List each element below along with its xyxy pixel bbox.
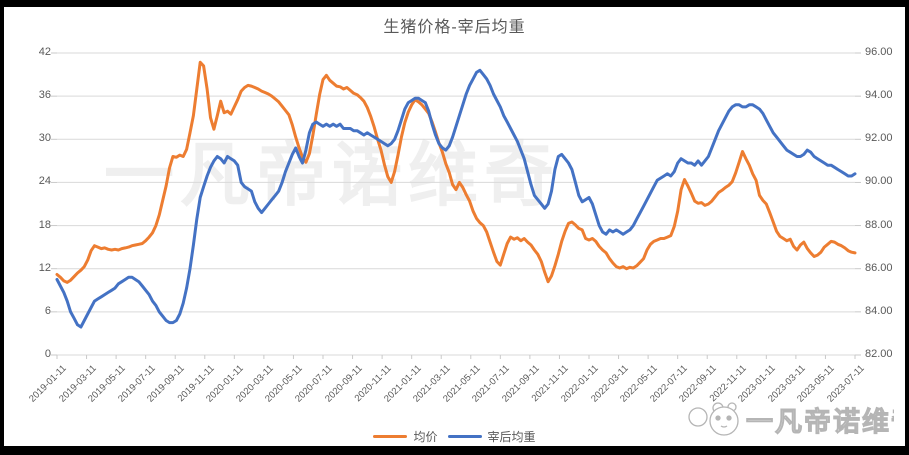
y-axis-right-label: 90.00 — [865, 175, 893, 188]
y-axis-left-label: 0 — [44, 348, 51, 360]
y-axis-left-label: 42 — [38, 46, 51, 58]
avg-price-line — [55, 60, 857, 284]
y-axis-left-label: 36 — [38, 89, 51, 102]
y-axis-left-label: 12 — [38, 261, 51, 274]
legend-item-avg-price: 均价 — [373, 428, 438, 445]
y-axis-right-label: 88.00 — [865, 218, 893, 231]
y-axis-right-label: 96.00 — [865, 46, 893, 58]
y-axis-right-label: 92.00 — [865, 132, 893, 145]
plot-area — [51, 52, 861, 359]
chart-canvas: 一凡帝诺维奇 生猪价格-宰后均重 42 36 30 24 18 12 6 0 96.00 94.… — [4, 7, 905, 446]
y-axis-left-label: 18 — [38, 218, 51, 231]
gridlines — [57, 52, 855, 356]
panda-logo-icon — [688, 402, 739, 436]
y-axis-left-label: 6 — [44, 304, 51, 317]
avg-price-swatch — [373, 435, 408, 438]
axis-ticks — [51, 52, 861, 359]
corner-watermark-text: 一凡帝诺维奇 — [746, 406, 894, 437]
y-axis-right-label: 82.00 — [865, 348, 893, 360]
avg-price-label: 均价 — [413, 430, 438, 444]
slaughter-weight-line — [55, 68, 857, 329]
slaughter-weight-swatch — [447, 435, 482, 438]
y-axis-right-label: 84.00 — [865, 304, 893, 317]
y-axis-left-label: 24 — [38, 175, 51, 188]
legend: 均价 宰后均重 — [4, 428, 905, 445]
y-axis-right-label: 86.00 — [865, 261, 893, 274]
slaughter-weight-label: 宰后均重 — [487, 430, 536, 444]
center-watermark: 一凡帝诺维奇 — [104, 136, 560, 214]
y-axis-right-label: 94.00 — [865, 89, 893, 102]
y-axis-left-label: 30 — [38, 132, 51, 145]
legend-item-slaughter-weight: 宰后均重 — [447, 428, 536, 445]
chart-title: 生猪价格-宰后均重 — [383, 19, 526, 36]
corner-watermark: 一凡帝诺维奇 — [688, 402, 894, 438]
